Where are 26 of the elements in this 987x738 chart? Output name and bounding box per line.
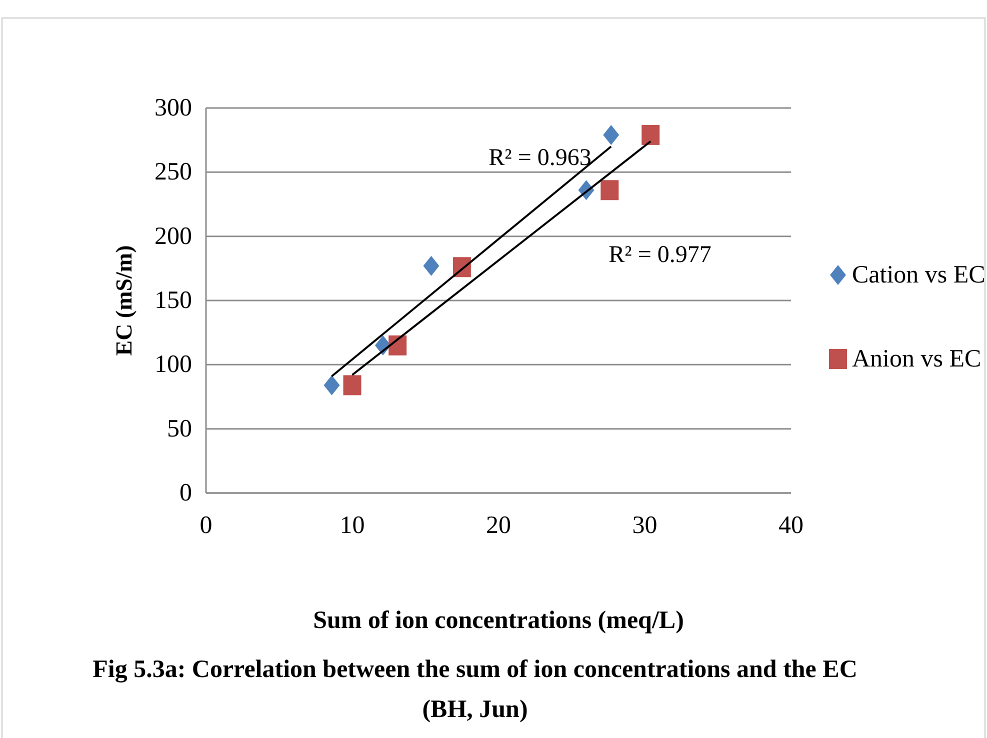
point xyxy=(324,375,340,396)
y-tick-label: 100 xyxy=(154,351,192,378)
y-tick-label: 300 xyxy=(154,94,192,122)
x-axis-title: Sum of ion concentrations (meq/L) xyxy=(313,607,684,634)
point xyxy=(423,256,440,276)
legend-label: Cation vs EC xyxy=(852,262,986,288)
point xyxy=(388,335,407,356)
point xyxy=(603,124,620,145)
y-tick-label: 250 xyxy=(154,158,192,186)
x-tick-label: 10 xyxy=(340,512,365,539)
y-tick-label: 50 xyxy=(167,415,192,442)
y-axis-title: EC (mS/m) xyxy=(112,245,136,356)
point xyxy=(600,180,619,200)
point xyxy=(642,124,660,145)
x-tick-label: 20 xyxy=(486,512,511,539)
y-tick-label: 150 xyxy=(154,287,192,314)
annotation: R² = 0.977 xyxy=(608,242,712,268)
x-tick-label: 30 xyxy=(632,512,658,539)
text: Fig 5.3a: Correlation between the sum of ion concentrations and the EC (BH, Jun) xyxy=(92,656,858,723)
y-tick-label: 200 xyxy=(154,222,192,250)
legend-label: Anion vs EC xyxy=(852,346,982,372)
x-tick-label: 40 xyxy=(778,512,804,539)
y-tick-label: 0 xyxy=(180,480,192,506)
x-tick-label: 0 xyxy=(200,512,212,539)
point xyxy=(343,375,362,396)
annotation: R² = 0.963 xyxy=(488,145,592,171)
